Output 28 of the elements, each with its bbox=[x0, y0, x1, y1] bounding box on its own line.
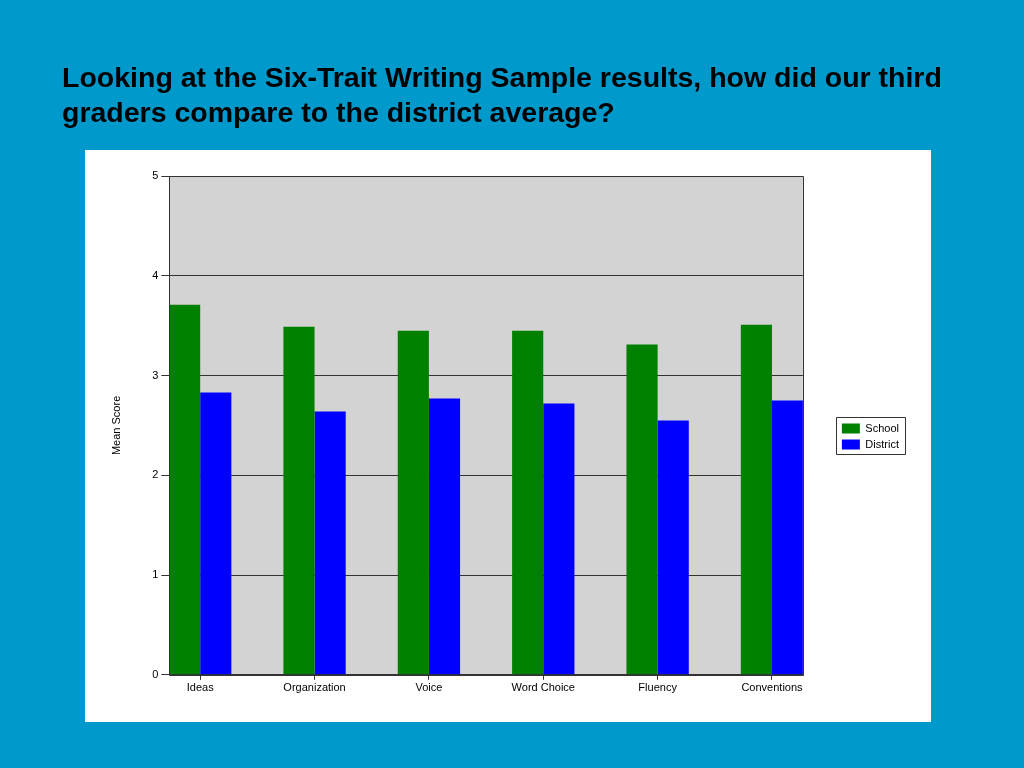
x-tick-label: Fluency bbox=[638, 681, 678, 694]
y-tick-label: 5 bbox=[152, 169, 159, 182]
y-tick-label: 4 bbox=[152, 268, 159, 281]
bar bbox=[397, 330, 429, 675]
x-tick-label: Word Choice bbox=[511, 681, 575, 694]
bar bbox=[512, 330, 544, 675]
y-tick-label: 1 bbox=[152, 568, 159, 581]
x-tick-label: Organization bbox=[283, 681, 346, 694]
x-tick-label: Ideas bbox=[186, 681, 215, 694]
chart-title: Looking at the Six-Trait Writing Sample results, how did our third graders compare to the district average? bbox=[62, 60, 943, 130]
bar bbox=[771, 400, 803, 675]
bar bbox=[169, 304, 201, 675]
y-tick-label: 3 bbox=[152, 368, 159, 381]
bar bbox=[626, 344, 658, 675]
bar bbox=[200, 392, 232, 675]
legend-label: School bbox=[865, 421, 900, 434]
bar bbox=[740, 324, 772, 675]
legend-label: District bbox=[865, 437, 899, 450]
x-tick-label: Voice bbox=[415, 681, 443, 694]
bar bbox=[657, 420, 689, 675]
bar bbox=[283, 326, 315, 675]
bar bbox=[314, 411, 346, 675]
y-axis-title: Mean Score bbox=[109, 395, 122, 456]
x-tick-label: Conventions bbox=[741, 681, 804, 694]
bar bbox=[428, 398, 461, 675]
y-tick-label: 0 bbox=[152, 667, 159, 680]
bar bbox=[543, 403, 575, 675]
y-tick-label: 2 bbox=[152, 468, 159, 481]
